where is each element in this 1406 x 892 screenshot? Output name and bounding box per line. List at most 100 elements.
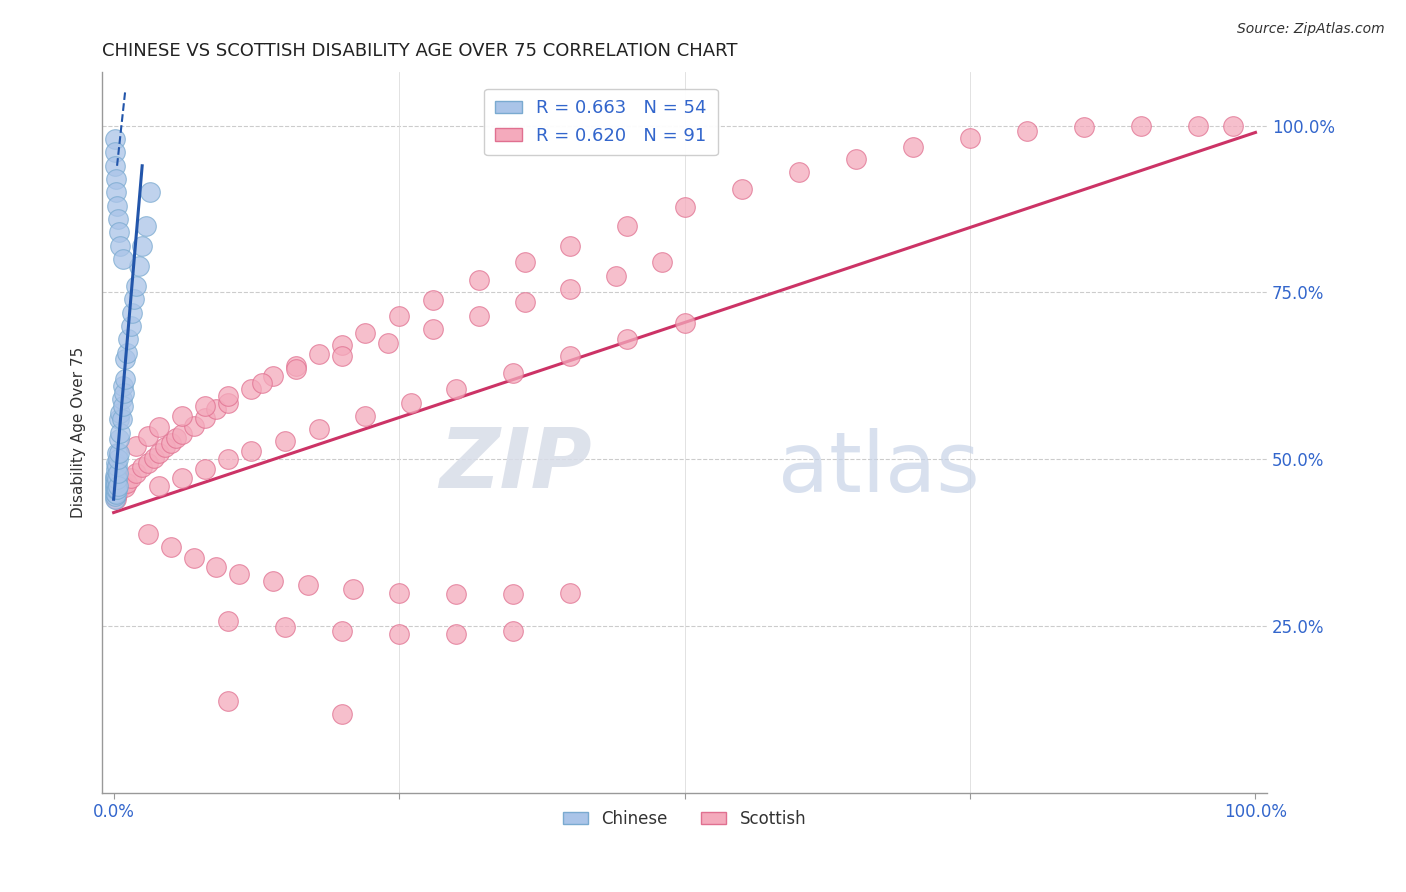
Point	[148, 479, 170, 493]
Point	[108, 226, 131, 240]
Point	[560, 282, 582, 296]
Point	[217, 452, 239, 467]
Point	[148, 420, 170, 434]
Point	[159, 541, 181, 555]
Point	[673, 316, 696, 330]
Point	[388, 627, 411, 641]
Point	[1017, 124, 1039, 138]
Point	[104, 186, 127, 200]
Point	[330, 349, 353, 363]
Point	[148, 445, 170, 459]
Point	[285, 362, 308, 376]
Point	[108, 445, 131, 459]
Point	[107, 212, 129, 227]
Point	[377, 335, 399, 350]
Point	[104, 482, 127, 496]
Point	[205, 560, 228, 574]
Point	[388, 585, 411, 599]
Point	[104, 482, 127, 496]
Point	[513, 295, 536, 310]
Point	[110, 425, 132, 440]
Point	[120, 471, 142, 485]
Point	[135, 219, 157, 233]
Point	[959, 130, 981, 145]
Point	[1187, 119, 1209, 133]
Point	[114, 372, 136, 386]
Point	[616, 332, 638, 346]
Point	[104, 145, 127, 160]
Point	[136, 429, 159, 443]
Point	[605, 268, 627, 283]
Point	[104, 172, 127, 186]
Point	[104, 469, 127, 483]
Point	[172, 426, 194, 441]
Point	[111, 252, 134, 267]
Point	[136, 456, 159, 470]
Point	[205, 402, 228, 417]
Point	[105, 472, 128, 486]
Text: ZIP: ZIP	[439, 425, 592, 506]
Point	[183, 550, 205, 565]
Point	[502, 366, 524, 380]
Point	[787, 165, 810, 179]
Text: Source: ZipAtlas.com: Source: ZipAtlas.com	[1237, 22, 1385, 37]
Point	[308, 347, 330, 361]
Point	[108, 432, 131, 446]
Point	[239, 382, 262, 396]
Point	[125, 439, 148, 453]
Point	[217, 693, 239, 707]
Point	[131, 460, 153, 475]
Point	[901, 140, 924, 154]
Point	[388, 309, 411, 323]
Point	[502, 624, 524, 639]
Point	[104, 487, 127, 501]
Point	[1073, 120, 1095, 135]
Point	[107, 452, 129, 467]
Point	[616, 219, 638, 233]
Point	[107, 479, 129, 493]
Point	[330, 337, 353, 351]
Point	[104, 479, 127, 493]
Point	[165, 431, 187, 445]
Point	[730, 182, 752, 196]
Point	[502, 587, 524, 601]
Point	[107, 466, 129, 480]
Point	[104, 475, 127, 490]
Point	[104, 456, 127, 470]
Point	[105, 445, 128, 459]
Point	[444, 587, 467, 601]
Point	[139, 186, 162, 200]
Point	[444, 627, 467, 641]
Point	[1222, 119, 1244, 133]
Point	[422, 322, 444, 336]
Point	[104, 159, 127, 173]
Point	[122, 292, 145, 306]
Point	[468, 273, 491, 287]
Point	[444, 382, 467, 396]
Point	[104, 132, 127, 146]
Point	[110, 239, 132, 253]
Point	[263, 368, 285, 383]
Point	[104, 472, 127, 486]
Point	[353, 409, 375, 423]
Point	[111, 477, 134, 491]
Point	[142, 450, 165, 465]
Point	[239, 444, 262, 458]
Point	[104, 462, 127, 476]
Point	[353, 326, 375, 340]
Point	[104, 489, 127, 503]
Point	[342, 582, 364, 597]
Point	[105, 482, 128, 496]
Point	[159, 435, 181, 450]
Point	[105, 487, 128, 501]
Point	[263, 574, 285, 588]
Point	[128, 259, 150, 273]
Point	[104, 485, 127, 500]
Point	[114, 352, 136, 367]
Point	[105, 199, 128, 213]
Point	[308, 422, 330, 436]
Point	[194, 462, 217, 476]
Point	[131, 239, 153, 253]
Point	[172, 471, 194, 485]
Point	[114, 480, 136, 494]
